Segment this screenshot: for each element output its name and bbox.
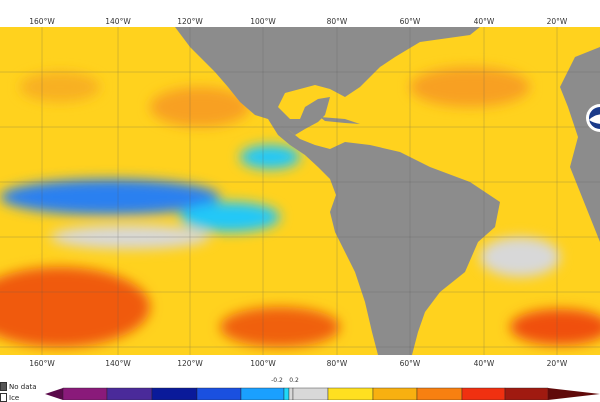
- no-data-swatch: [0, 382, 7, 391]
- colorbar-segment: [106, 387, 153, 400]
- colorbar-segment: [504, 387, 549, 400]
- colorbar-segment: [327, 387, 374, 400]
- legend-no-data: No data: [0, 382, 37, 391]
- colorbar-segment: [372, 387, 418, 400]
- lon-label: 140°W: [105, 359, 131, 368]
- lon-label: 60°W: [399, 359, 421, 368]
- africa-land: [560, 47, 600, 242]
- lon-label: 20°W: [546, 359, 568, 368]
- lon-label: 100°W: [250, 17, 276, 26]
- graticule: [0, 27, 600, 355]
- colorbar-segment: [292, 387, 329, 400]
- lon-label: 40°W: [473, 17, 495, 26]
- sst-anomaly-map[interactable]: [0, 27, 600, 355]
- colorbar-segment: [461, 387, 506, 400]
- colorbar-segment: [196, 387, 242, 400]
- colorbar-tick-label: -0.2: [271, 377, 283, 384]
- lon-label: 80°W: [326, 359, 348, 368]
- colorbar-tick-label: 0.2: [289, 377, 299, 384]
- colorbar-segment: [416, 387, 463, 400]
- lon-label: 160°W: [29, 359, 55, 368]
- colorbar-segment: [288, 387, 294, 400]
- lon-label: 120°W: [177, 17, 203, 26]
- lon-label: 20°W: [546, 17, 568, 26]
- colorbar-segment: [283, 387, 290, 400]
- lon-label: 80°W: [326, 17, 348, 26]
- colorbar-arrow-low: [45, 388, 63, 400]
- colorbar: [45, 387, 600, 400]
- lon-label: 40°W: [473, 359, 495, 368]
- colorbar-segment: [62, 387, 108, 400]
- lon-label: 60°W: [399, 17, 421, 26]
- colorbar-arrow-high: [548, 388, 600, 400]
- no-data-label: No data: [9, 382, 37, 391]
- lon-label: 160°W: [29, 17, 55, 26]
- lon-label: 120°W: [177, 359, 203, 368]
- colorbar-segment: [240, 387, 285, 400]
- colorbar-segment: [151, 387, 198, 400]
- cuba-island: [320, 117, 360, 124]
- lon-label: 140°W: [105, 17, 131, 26]
- ice-label: Ice: [9, 393, 20, 402]
- lon-label: 100°W: [250, 359, 276, 368]
- noaa-logo-icon: [586, 104, 600, 132]
- north-america-land: [175, 27, 480, 135]
